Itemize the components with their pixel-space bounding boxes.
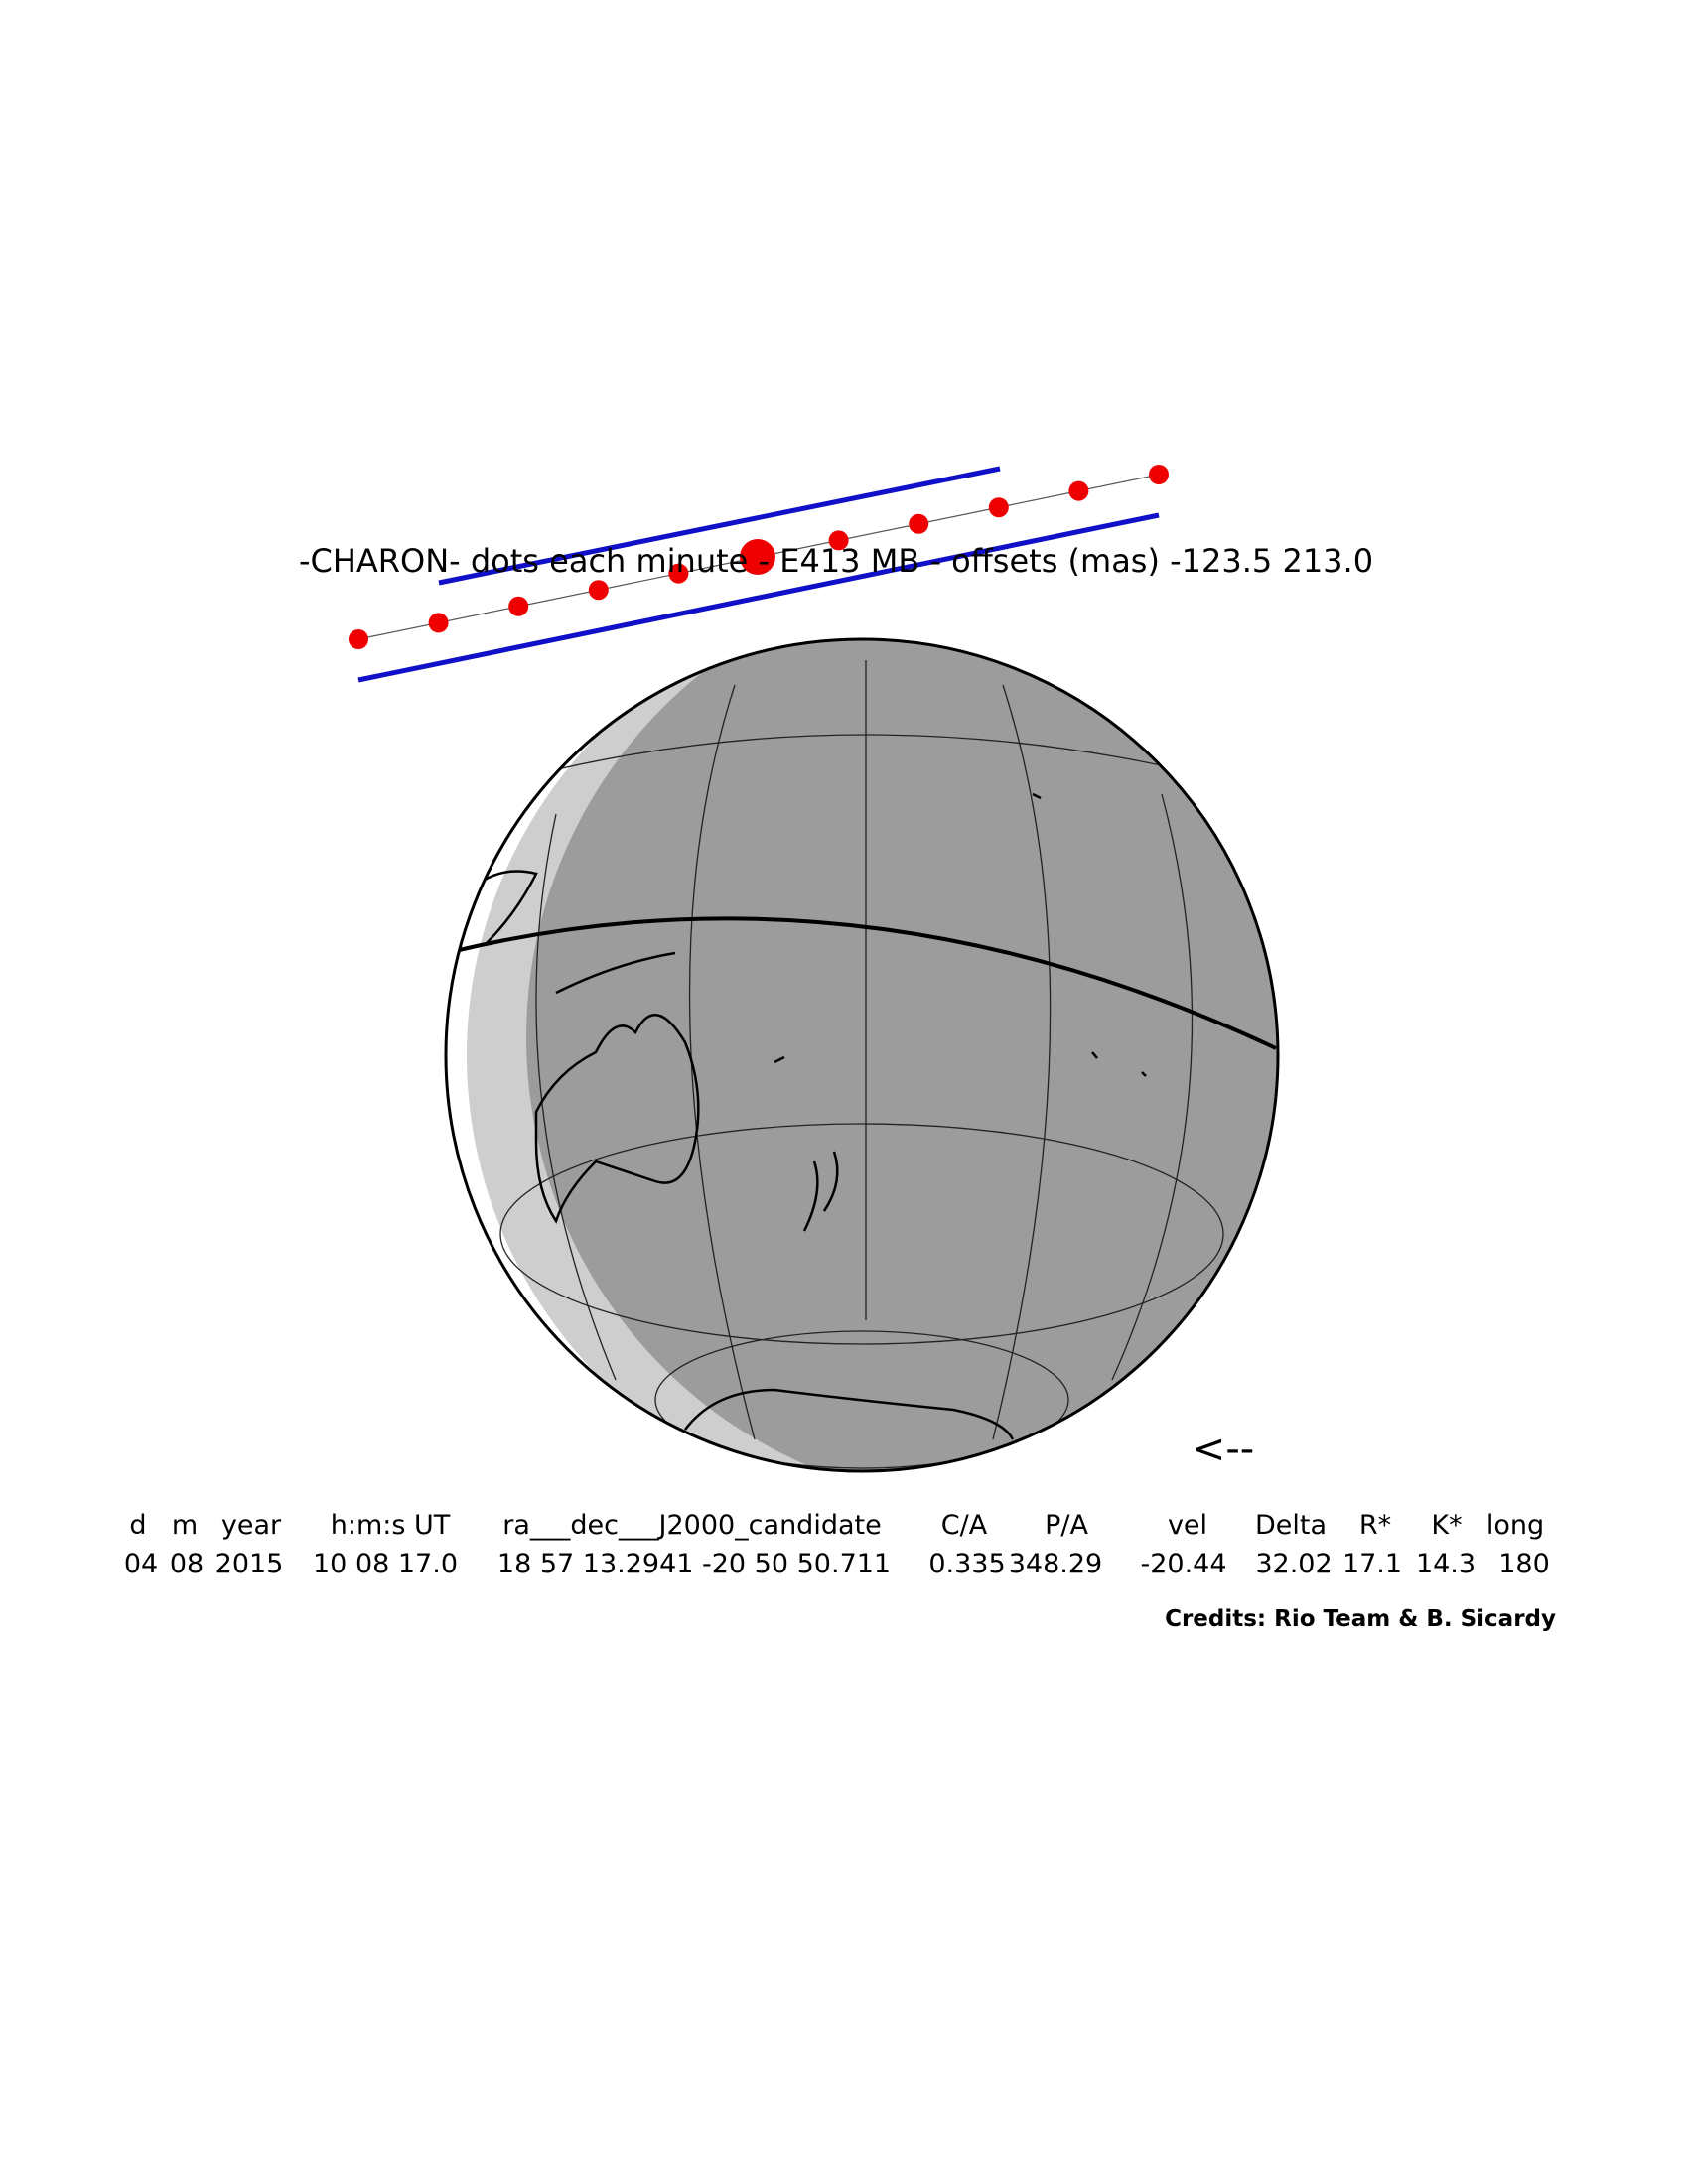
credits: Credits: Rio Team & B. Sicardy bbox=[1165, 1606, 1556, 1632]
minute-dot bbox=[909, 513, 929, 534]
minute-dot bbox=[588, 580, 609, 601]
table-header: C/A bbox=[941, 1510, 988, 1541]
direction-arrow: <-- bbox=[1193, 1427, 1254, 1472]
globe bbox=[444, 637, 1280, 1473]
table-value: 0.335 bbox=[928, 1549, 1005, 1579]
minute-dot bbox=[508, 596, 529, 616]
table-value: 32.02 bbox=[1255, 1549, 1332, 1579]
table-value: -20.44 bbox=[1140, 1549, 1226, 1579]
table-value: 14.3 bbox=[1416, 1549, 1476, 1579]
table-value: 17.1 bbox=[1342, 1549, 1402, 1579]
table-header: year bbox=[221, 1510, 282, 1541]
table-value: 08 bbox=[170, 1549, 204, 1579]
minute-dot bbox=[1149, 465, 1169, 484]
table-header: P/A bbox=[1045, 1510, 1088, 1541]
minute-dot bbox=[1068, 480, 1089, 501]
closest-dot bbox=[740, 539, 775, 575]
table-value: 348.29 bbox=[1009, 1549, 1102, 1579]
limit-line bbox=[438, 466, 1001, 586]
table-header: Delta bbox=[1255, 1510, 1327, 1541]
event-table: d m year h:m:s UT ra___dec___J2000_candidate… bbox=[124, 1510, 1550, 1579]
table-value: 180 bbox=[1498, 1549, 1550, 1579]
table-value: 18 57 13.2941 -20 50 50.711 bbox=[497, 1549, 891, 1579]
table-header: m bbox=[172, 1510, 198, 1541]
minute-dot bbox=[668, 563, 689, 584]
table-value: 04 bbox=[124, 1549, 158, 1579]
title: -CHARON- dots each minute - E413 MB - of… bbox=[299, 542, 1373, 580]
table-header: vel bbox=[1168, 1510, 1207, 1541]
minute-dot bbox=[428, 613, 449, 633]
table-value: 10 08 17.0 bbox=[313, 1549, 458, 1579]
table-header: ra___dec___J2000_candidate bbox=[502, 1510, 881, 1541]
limit-line bbox=[357, 512, 1160, 683]
table-header: K* bbox=[1431, 1510, 1462, 1541]
table-value: 2015 bbox=[215, 1549, 284, 1579]
minute-dots bbox=[349, 465, 1169, 649]
table-header: R* bbox=[1359, 1510, 1391, 1541]
table-header: d bbox=[129, 1510, 146, 1541]
minute-dot bbox=[349, 629, 368, 649]
table-header: h:m:s UT bbox=[331, 1510, 451, 1541]
minute-dot bbox=[828, 530, 849, 551]
minute-dot bbox=[988, 497, 1009, 518]
table-header: long bbox=[1486, 1510, 1544, 1541]
